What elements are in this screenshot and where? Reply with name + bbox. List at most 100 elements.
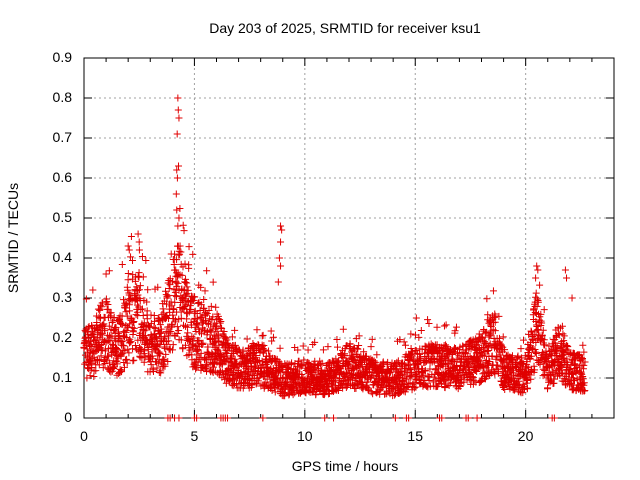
data-points (80, 94, 589, 422)
data-point (425, 320, 433, 328)
data-point (181, 303, 189, 311)
data-point (105, 352, 113, 360)
x-tick-label: 10 (297, 428, 313, 444)
data-point (207, 302, 215, 310)
data-point (118, 261, 126, 269)
data-point (239, 348, 247, 356)
data-point (197, 349, 205, 357)
data-point (203, 309, 211, 317)
y-tick-label: 0.3 (53, 289, 73, 305)
data-point (212, 303, 220, 311)
y-tick-label: 0.6 (53, 169, 73, 185)
data-point (93, 357, 101, 365)
data-point (156, 321, 164, 329)
data-point (174, 106, 182, 114)
data-point (276, 344, 284, 352)
data-point (166, 329, 174, 337)
data-point (177, 248, 185, 256)
data-point (182, 291, 190, 299)
data-point (185, 243, 193, 251)
data-point (126, 307, 134, 315)
data-point (193, 320, 201, 328)
data-point (278, 226, 286, 234)
data-point (86, 372, 94, 380)
grid-lines (84, 58, 614, 418)
data-point (104, 305, 112, 313)
data-point (126, 320, 134, 328)
data-point (165, 337, 173, 345)
data-point (237, 369, 245, 377)
data-point (169, 305, 177, 313)
data-point (215, 337, 223, 345)
data-point (175, 162, 183, 170)
data-point (188, 321, 196, 329)
data-point (196, 307, 204, 315)
data-point (172, 279, 180, 287)
data-point (127, 253, 135, 261)
data-point (407, 330, 415, 338)
data-point (180, 227, 188, 235)
data-point (107, 368, 115, 376)
data-point (129, 319, 137, 327)
data-point (203, 319, 211, 327)
data-point (123, 355, 131, 363)
data-point (182, 275, 190, 283)
data-point (127, 338, 135, 346)
data-point (171, 292, 179, 300)
data-point (300, 356, 308, 364)
data-point (216, 350, 224, 358)
data-point (109, 317, 117, 325)
data-point (176, 205, 184, 213)
data-point (112, 324, 120, 332)
data-point (198, 364, 206, 372)
data-point (163, 340, 171, 348)
data-point (223, 339, 231, 347)
data-point (263, 375, 271, 383)
data-point (143, 298, 151, 306)
data-point (384, 358, 392, 366)
data-point (199, 339, 207, 347)
data-point (137, 345, 145, 353)
y-tick-label: 0.8 (53, 89, 73, 105)
data-point (489, 287, 497, 295)
data-point (139, 273, 147, 281)
data-point (82, 295, 90, 303)
data-point (136, 282, 144, 290)
x-tick-label: 5 (191, 428, 199, 444)
data-point (141, 347, 149, 355)
data-point (253, 326, 261, 334)
data-point (150, 323, 158, 331)
data-point (299, 342, 307, 350)
data-point (137, 346, 145, 354)
data-point (135, 286, 143, 294)
data-point (113, 357, 121, 365)
data-point (105, 322, 113, 330)
data-point (339, 325, 347, 333)
data-point (169, 346, 177, 354)
data-point (198, 313, 206, 321)
data-point (532, 274, 540, 282)
data-point (278, 374, 286, 382)
data-point (201, 316, 209, 324)
data-point (164, 357, 172, 365)
data-point (265, 347, 273, 355)
data-point (194, 321, 202, 329)
data-point (135, 246, 143, 254)
data-point (333, 335, 341, 343)
data-point (473, 414, 481, 422)
data-point (205, 307, 213, 315)
data-point (319, 346, 327, 354)
data-point (105, 267, 113, 275)
data-point (130, 318, 138, 326)
data-point (137, 306, 145, 314)
data-point (174, 94, 182, 102)
data-point (122, 356, 130, 364)
data-point (147, 361, 155, 369)
data-point (140, 358, 148, 366)
data-point (157, 367, 165, 375)
data-point (173, 329, 181, 337)
data-point (96, 314, 104, 322)
data-point (294, 346, 302, 354)
data-point (204, 343, 212, 351)
data-point (113, 345, 121, 353)
